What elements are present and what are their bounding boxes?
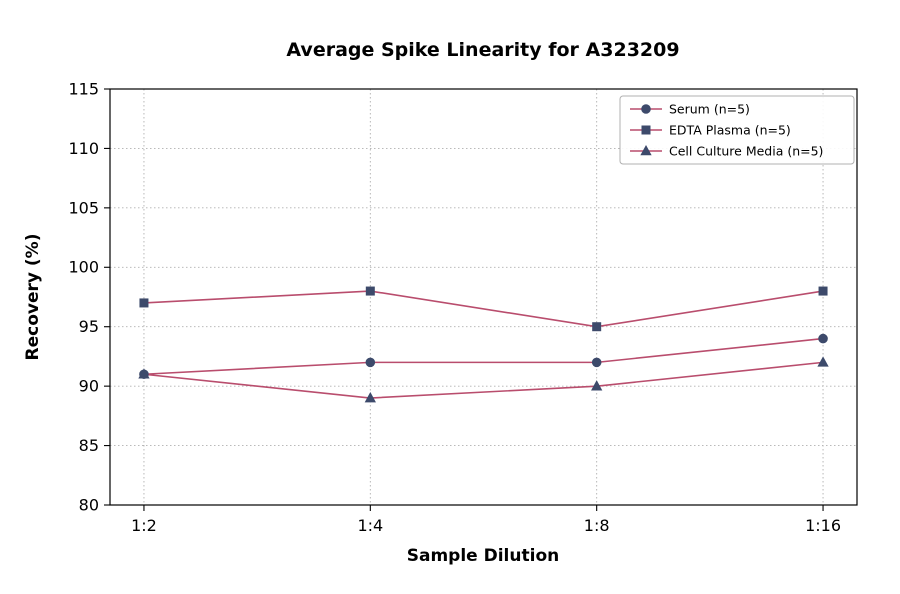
triangle-marker <box>364 391 376 403</box>
triangle-marker <box>817 356 829 367</box>
plot-border <box>109 88 858 506</box>
legend-entry: EDTA Plasma (n=5) <box>630 122 791 137</box>
legend-label: Cell Culture Media (n=5) <box>669 143 823 158</box>
legend-entry: Serum (n=5) <box>630 101 750 116</box>
legend-label: EDTA Plasma (n=5) <box>669 122 791 137</box>
y-tick-label: 90 <box>79 377 99 396</box>
circle-marker <box>365 357 376 368</box>
legend-label: Serum (n=5) <box>669 101 750 116</box>
x-axis-label: Sample Dilution <box>407 546 559 566</box>
square-marker <box>139 298 149 308</box>
circle-marker <box>641 104 651 114</box>
square-marker <box>365 286 375 296</box>
square-marker <box>818 286 828 296</box>
legend: Serum (n=5) EDTA Plasma (n=5) Cell Culture… <box>619 95 855 165</box>
y-tick-label: 115 <box>68 79 99 98</box>
legend-box <box>619 95 855 165</box>
y-tick-label: 80 <box>79 495 99 514</box>
x-tick-label: 1:8 <box>584 516 610 535</box>
x-tick-label: 1:4 <box>357 516 383 535</box>
series-line <box>143 290 824 328</box>
y-tick-label: 85 <box>79 436 99 455</box>
plot-area: 80 85 90 95 100 105 110 115 1:2 1:4 1:8 1:16 <box>68 79 858 535</box>
triangle-marker <box>640 144 652 156</box>
triangle-marker <box>138 368 150 379</box>
series-line <box>143 361 824 399</box>
y-axis-label: Recovery (%) <box>23 234 43 361</box>
y-tick-label: 105 <box>68 198 99 217</box>
legend-entry: Cell Culture Media (n=5) <box>630 143 823 158</box>
square-marker <box>592 322 602 332</box>
chart-title: Average Spike Linearity for A323209 <box>286 39 679 61</box>
square-marker <box>641 125 651 135</box>
x-tick-label: 1:2 <box>131 516 157 535</box>
series-line <box>143 337 824 376</box>
x-tick-label: 1:16 <box>805 516 841 535</box>
triangle-marker <box>591 380 603 391</box>
y-tick-label: 110 <box>68 139 99 158</box>
y-tick-label: 95 <box>79 317 99 336</box>
y-tick-label: 100 <box>68 258 99 277</box>
circle-marker <box>818 333 828 344</box>
circle-marker <box>591 357 602 368</box>
